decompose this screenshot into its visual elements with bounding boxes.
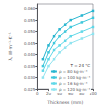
svg-text:100: 100 xyxy=(89,90,97,96)
svg-text:0: 0 xyxy=(36,91,39,96)
svg-text:ρ = 120 kg·m⁻³: ρ = 120 kg·m⁻³ xyxy=(59,87,90,92)
svg-text:ρ = 80 kg·m⁻³: ρ = 80 kg·m⁻³ xyxy=(59,69,88,74)
svg-text:0.060: 0.060 xyxy=(24,6,36,11)
svg-text:60: 60 xyxy=(68,90,74,96)
svg-text:ρ = 100 kg·m⁻³: ρ = 100 kg·m⁻³ xyxy=(59,75,90,80)
svg-text:0.040: 0.040 xyxy=(24,52,36,57)
svg-text:0.030: 0.030 xyxy=(24,75,36,80)
svg-text:Thickness (mm): Thickness (mm) xyxy=(46,100,83,105)
svg-text:40: 40 xyxy=(57,90,63,96)
svg-text:0.055: 0.055 xyxy=(24,18,36,23)
svg-text:T = 24 °C: T = 24 °C xyxy=(70,63,91,68)
svg-text:0.045: 0.045 xyxy=(24,41,36,46)
svg-text:0.035: 0.035 xyxy=(24,64,36,69)
svg-text:0.025: 0.025 xyxy=(24,87,36,92)
svg-text:20: 20 xyxy=(45,90,51,96)
svg-text:80: 80 xyxy=(79,90,85,96)
svg-text:ρ = 16 kg·m⁻³: ρ = 16 kg·m⁻³ xyxy=(59,81,88,86)
svg-text:λ, W·m⁻¹·K⁻¹: λ, W·m⁻¹·K⁻¹ xyxy=(8,32,13,61)
svg-text:0.050: 0.050 xyxy=(24,29,36,34)
